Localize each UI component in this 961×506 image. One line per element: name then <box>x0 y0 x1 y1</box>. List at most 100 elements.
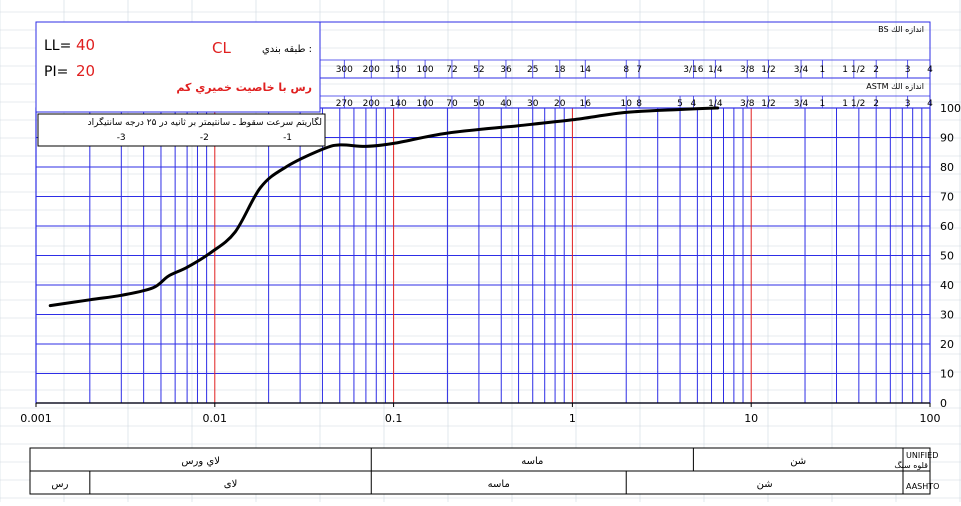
astm-tick-label: 8 <box>636 99 642 109</box>
bs-scale-label: BS اندازه الك <box>878 25 924 34</box>
x-tick-label: 0.001 <box>20 412 52 425</box>
astm-tick-labels: 270 200 140 100 70 50 40 30 20 16 10 8 5 4 1/4 3/8 1/2 3/… <box>336 99 933 109</box>
bs-tick-label: 3/4 <box>794 65 809 75</box>
bs-tick-label: 1 <box>819 65 825 75</box>
x-tick-label: 1 <box>569 412 576 425</box>
x-tick-label: 0.01 <box>203 412 228 425</box>
astm-tick-label: 70 <box>446 99 458 109</box>
y-tick-label: 30 <box>940 309 954 322</box>
sedimentation-box: لگاريتم سرعت سقوط ـ سانتيمتر بر ثانيه در… <box>37 113 326 147</box>
astm-tick-label: 100 <box>416 99 433 109</box>
astm-tick-label: 3/8 <box>740 99 755 109</box>
astm-tick-label: 140 <box>390 99 407 109</box>
aashto-cell: ماسه <box>488 479 510 490</box>
astm-tick-label: 30 <box>527 99 539 109</box>
y-tick-labels: 0 10 20 30 40 50 60 70 80 90 100 <box>940 102 961 410</box>
bs-tick-label: 3/16 <box>683 65 703 75</box>
bs-tick-label: 3 <box>905 65 911 75</box>
y-tick-label: 40 <box>940 279 954 292</box>
classification-table: لاي ورس ماسه شن رس لاى ماسه شن UNIFIED قلوه س… <box>29 447 939 495</box>
astm-tick-label: 1 <box>819 99 825 109</box>
astm-tick-label: 1/4 <box>708 99 723 109</box>
y-gridlines <box>36 107 930 404</box>
astm-tick-label: 1/2 <box>761 99 775 109</box>
bs-tick-label: 200 <box>363 65 380 75</box>
astm-tick-label: 40 <box>500 99 512 109</box>
sedimentation-title: لگاريتم سرعت سقوط ـ سانتيمتر بر ثانيه در… <box>88 116 322 128</box>
sedimentation-ticks: -3 -2 -1 <box>117 133 292 143</box>
astm-tick-label: 3 <box>905 99 911 109</box>
x-tick-label: 0.1 <box>385 412 403 425</box>
bs-tick-label: 2 <box>873 65 879 75</box>
bs-tick-label: 150 <box>390 65 407 75</box>
y-tick-label: 50 <box>940 250 954 263</box>
x-tick-labels: 0.001 0.01 0.1 1 10 100 <box>20 403 941 425</box>
aashto-row: رس لاى ماسه شن <box>51 471 773 494</box>
soil-description: رس با خاصيت خميري كم <box>176 81 312 94</box>
astm-tick-label: 5 <box>677 99 683 109</box>
astm-tick-label: 200 <box>363 99 380 109</box>
bs-tick-label: 300 <box>336 65 353 75</box>
unified-sub-label: قلوه سنگ <box>894 460 928 470</box>
bs-tick-label: 1 1/2 <box>842 65 865 75</box>
aashto-cell: شن <box>757 479 773 490</box>
astm-tick-label: 4 <box>691 99 697 109</box>
y-tick-label: 90 <box>940 132 954 145</box>
unified-row: لاي ورس ماسه شن <box>181 448 806 471</box>
bs-tick-label: 52 <box>473 65 484 75</box>
y-tick-label: 10 <box>940 368 954 381</box>
aashto-cell: رس <box>51 479 68 490</box>
info-box: LL= 40 PI= 20 طبقه بندي : CL رس با خاصيت… <box>35 21 321 113</box>
y-tick-label: 0 <box>940 397 947 410</box>
class-label: طبقه بندي : <box>262 44 312 55</box>
pi-label: PI= <box>44 64 68 80</box>
bs-tick-label: 1/4 <box>708 65 723 75</box>
astm-tick-label: 16 <box>580 99 592 109</box>
bs-tick-label: 8 <box>623 65 629 75</box>
aashto-label: AASHTO <box>906 482 939 491</box>
pi-value: 20 <box>76 62 95 80</box>
y-tick-label: 20 <box>940 338 954 351</box>
bs-tick-label: 25 <box>527 65 538 75</box>
astm-scale-label: ASTM اندازه الك <box>866 82 924 91</box>
bs-tick-label: 100 <box>416 65 433 75</box>
unified-cell: لاي ورس <box>181 456 220 467</box>
bs-tick-label: 36 <box>500 65 512 75</box>
aashto-cell: لاى <box>224 479 238 490</box>
astm-tick-label: 2 <box>873 99 879 109</box>
astm-tick-label: 3/4 <box>794 99 809 109</box>
bs-tick-label: 4 <box>927 65 933 75</box>
unified-cell: شن <box>790 456 806 467</box>
y-tick-label: 80 <box>940 161 954 174</box>
bs-tick-label: 7 <box>636 65 642 75</box>
astm-tick-label: 50 <box>473 99 485 109</box>
grading-curve-line <box>48 106 720 308</box>
astm-tick-label: 1 1/2 <box>842 99 865 109</box>
astm-tick-label: 4 <box>927 99 933 109</box>
sedimentation-tick-label: -3 <box>117 133 126 143</box>
y-tick-label: 60 <box>940 220 954 233</box>
sedimentation-tick-label: -2 <box>200 133 209 143</box>
ll-label: LL= <box>44 38 71 54</box>
astm-scale-row: ASTM اندازه الك 270 200 140 100 70 50 40 30 20 16… <box>336 82 933 109</box>
ll-value: 40 <box>76 36 95 54</box>
class-value: CL <box>212 39 231 57</box>
x-gridlines <box>35 108 931 403</box>
unified-label: UNIFIED <box>906 451 938 460</box>
bs-tick-label: 1/2 <box>761 65 775 75</box>
bs-tick-labels: 300 200 150 100 72 52 36 25 18 14 8 7 3/16 1/4 3/8 1/2 3… <box>336 65 933 75</box>
bs-tick-label: 14 <box>580 65 592 75</box>
bs-tick-label: 72 <box>446 65 457 75</box>
x-tick-label: 10 <box>744 412 758 425</box>
y-tick-label: 70 <box>940 191 954 204</box>
x-tick-label: 100 <box>920 412 941 425</box>
unified-cell: ماسه <box>521 456 543 467</box>
y-tick-label: 100 <box>940 102 961 115</box>
bs-scale-row: BS اندازه الك 300 200 150 100 72 52 36 25 18 14 8 7… <box>336 25 933 75</box>
astm-tick-label: 10 <box>620 99 632 109</box>
bs-tick-label: 3/8 <box>740 65 755 75</box>
bs-tick-label: 18 <box>554 65 566 75</box>
astm-tick-label: 270 <box>336 99 353 109</box>
